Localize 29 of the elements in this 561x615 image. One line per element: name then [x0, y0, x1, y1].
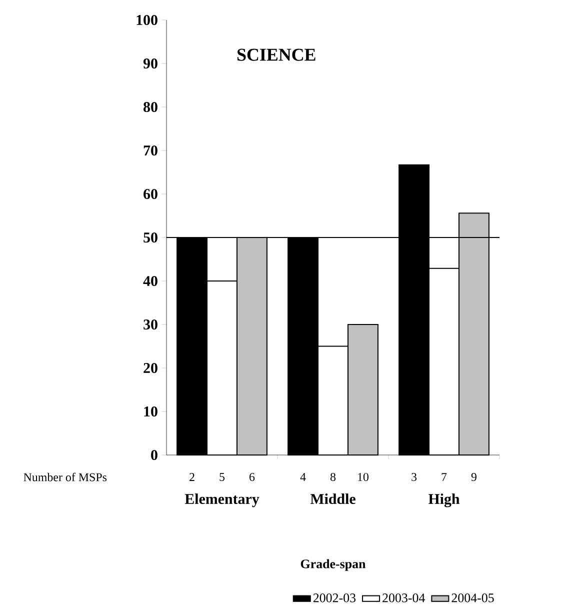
text: SCIENCE: [237, 48, 316, 61]
y-tick-label: 60: [144, 188, 158, 200]
legend-label: 2004-05: [452, 594, 494, 602]
text: 6: [249, 472, 255, 482]
x-tick-label: Middle: [310, 494, 356, 504]
y-tick-label: 30: [144, 319, 158, 330]
text: 4: [300, 473, 306, 481]
x-axis-title: Grade-span: [300, 559, 366, 571]
y-tick-label: 90: [143, 58, 158, 69]
y-tick-label: 50: [144, 232, 158, 243]
text: 3: [412, 472, 417, 482]
text: 10: [358, 472, 368, 482]
text: 9: [471, 472, 476, 482]
y-tick-label: 40: [143, 276, 158, 286]
text: 2: [190, 473, 194, 481]
x-tick-label: Elementary: [184, 494, 260, 508]
y-tick-label: 100: [136, 14, 158, 26]
y-tick-label: 10: [144, 406, 158, 417]
legend-label: 2002-03: [313, 594, 356, 602]
text: 7: [442, 473, 447, 481]
y-tick-label: 70: [144, 145, 158, 156]
legend-label: 2003-04: [382, 594, 425, 602]
y-tick-label: 0: [151, 450, 158, 460]
x-tick-label: High: [428, 494, 460, 508]
text: Number of MSPs: [24, 472, 107, 482]
y-tick-label: 80: [144, 102, 158, 112]
y-tick-label: 20: [144, 362, 158, 374]
text: 8: [330, 472, 336, 482]
text: 5: [220, 473, 225, 481]
